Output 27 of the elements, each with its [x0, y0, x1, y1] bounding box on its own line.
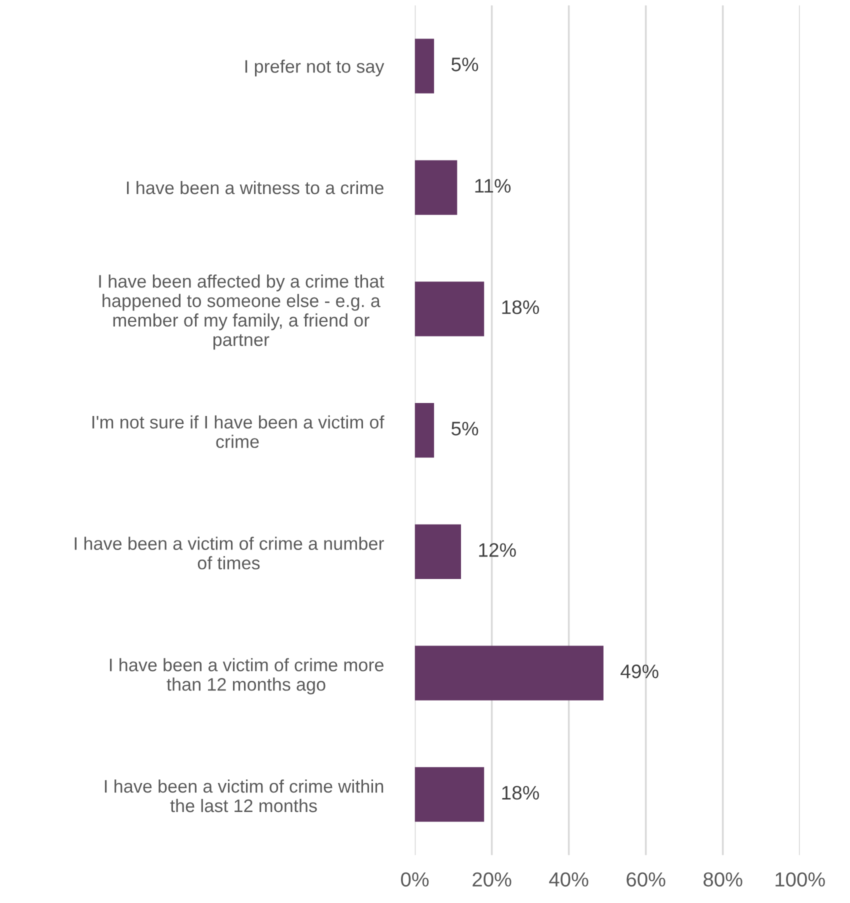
bar [414, 767, 484, 822]
data-label: 18% [502, 786, 539, 800]
data-label: 5% [451, 58, 478, 72]
data-label: 5% [451, 422, 478, 436]
bar [414, 646, 604, 700]
y-tick-label: I have been a victim of crime within the last 12 months [104, 779, 384, 812]
y-tick-label: I'm not sure if I have been a victim of crime [92, 415, 384, 448]
y-tick-label: I have been a victim of crime more than 12 months ago [110, 658, 384, 694]
x-tick-label: 60% [626, 872, 666, 887]
data-label: 12% [479, 543, 516, 557]
data-label: 11% [475, 179, 511, 193]
y-tick-label: I have been affected by a crime that happened to someone else - e.g. a member of my family, a friend or partner [99, 274, 384, 350]
bar [414, 160, 458, 215]
data-label: 18% [502, 300, 539, 314]
x-tick-label: 100% [776, 872, 825, 887]
bar [414, 524, 462, 579]
data-label: 49% [620, 664, 658, 678]
y-tick-label: I prefer not to say [245, 60, 384, 76]
bar [414, 38, 434, 94]
x-tick-label: 20% [472, 872, 512, 887]
bar [414, 402, 434, 458]
y-tick-label: I have been a victim of crime a number of times [74, 536, 384, 570]
x-tick-label: 80% [704, 872, 742, 887]
y-tick-label: I have been a witness to a crime [127, 180, 384, 194]
bar [414, 282, 484, 336]
x-tick-label: 0% [401, 872, 429, 887]
x-tick-label: 40% [549, 872, 588, 887]
